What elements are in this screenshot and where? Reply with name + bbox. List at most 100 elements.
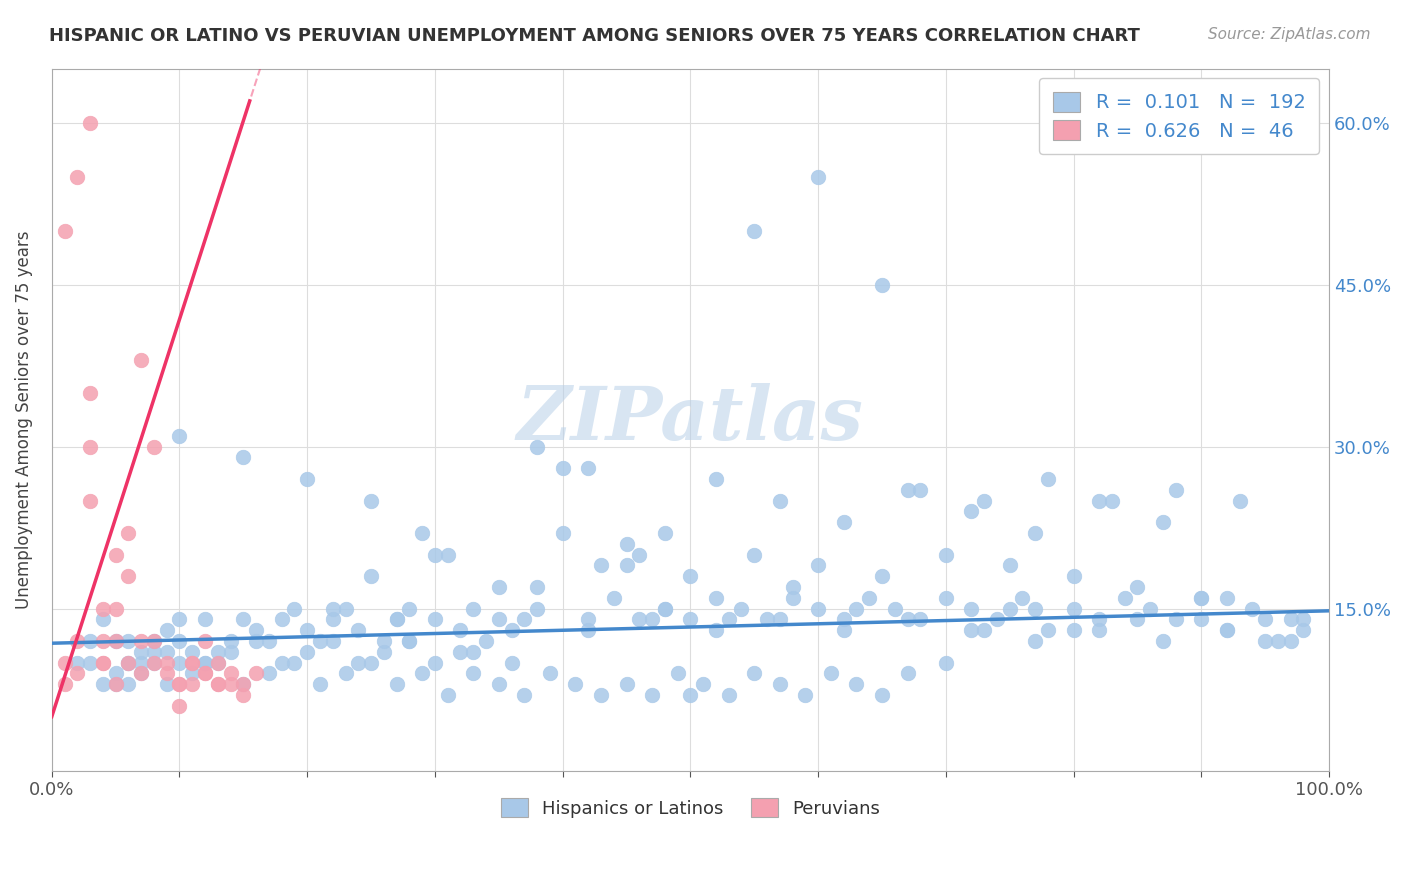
Point	[935, 656, 957, 670]
Point	[232, 612, 254, 626]
Point	[1216, 624, 1239, 638]
Point	[245, 666, 267, 681]
Point	[717, 688, 740, 702]
Point	[692, 677, 714, 691]
Point	[398, 601, 420, 615]
Point	[398, 634, 420, 648]
Point	[973, 624, 995, 638]
Point	[423, 656, 446, 670]
Point	[53, 677, 76, 691]
Point	[156, 656, 179, 670]
Point	[194, 656, 217, 670]
Point	[1011, 591, 1033, 605]
Point	[411, 526, 433, 541]
Point	[207, 677, 229, 691]
Point	[1292, 624, 1315, 638]
Point	[219, 645, 242, 659]
Point	[232, 677, 254, 691]
Point	[501, 656, 523, 670]
Point	[717, 612, 740, 626]
Point	[589, 558, 612, 573]
Point	[335, 601, 357, 615]
Point	[142, 634, 165, 648]
Point	[679, 569, 702, 583]
Point	[488, 677, 510, 691]
Point	[845, 601, 868, 615]
Point	[986, 612, 1008, 626]
Point	[628, 612, 651, 626]
Point	[398, 634, 420, 648]
Point	[129, 645, 152, 659]
Point	[169, 634, 191, 648]
Point	[169, 612, 191, 626]
Point	[385, 612, 408, 626]
Point	[257, 634, 280, 648]
Point	[1088, 612, 1111, 626]
Point	[360, 569, 382, 583]
Point	[207, 677, 229, 691]
Point	[1024, 526, 1046, 541]
Point	[91, 656, 114, 670]
Point	[832, 624, 855, 638]
Point	[832, 515, 855, 529]
Point	[603, 591, 626, 605]
Point	[935, 591, 957, 605]
Point	[104, 666, 127, 681]
Point	[769, 493, 792, 508]
Point	[1024, 601, 1046, 615]
Point	[194, 656, 217, 670]
Point	[181, 645, 204, 659]
Point	[219, 634, 242, 648]
Text: HISPANIC OR LATINO VS PERUVIAN UNEMPLOYMENT AMONG SENIORS OVER 75 YEARS CORRELAT: HISPANIC OR LATINO VS PERUVIAN UNEMPLOYM…	[49, 27, 1140, 45]
Point	[181, 656, 204, 670]
Point	[309, 677, 332, 691]
Point	[1229, 493, 1251, 508]
Point	[232, 688, 254, 702]
Point	[769, 612, 792, 626]
Point	[1216, 624, 1239, 638]
Point	[104, 634, 127, 648]
Point	[322, 612, 344, 626]
Text: Source: ZipAtlas.com: Source: ZipAtlas.com	[1208, 27, 1371, 42]
Point	[589, 688, 612, 702]
Point	[194, 634, 217, 648]
Point	[654, 526, 676, 541]
Point	[181, 666, 204, 681]
Point	[156, 645, 179, 659]
Point	[219, 666, 242, 681]
Point	[91, 612, 114, 626]
Point	[576, 612, 599, 626]
Point	[104, 634, 127, 648]
Point	[1241, 601, 1264, 615]
Point	[704, 472, 727, 486]
Point	[53, 223, 76, 237]
Point	[1139, 601, 1161, 615]
Point	[1036, 624, 1059, 638]
Point	[1024, 634, 1046, 648]
Point	[181, 677, 204, 691]
Point	[79, 440, 101, 454]
Point	[194, 612, 217, 626]
Point	[513, 612, 536, 626]
Point	[91, 656, 114, 670]
Point	[117, 634, 139, 648]
Point	[679, 688, 702, 702]
Point	[129, 353, 152, 368]
Point	[450, 645, 472, 659]
Point	[335, 666, 357, 681]
Text: ZIPatlas: ZIPatlas	[517, 384, 863, 456]
Point	[973, 493, 995, 508]
Point	[436, 688, 458, 702]
Point	[117, 569, 139, 583]
Point	[91, 677, 114, 691]
Point	[1088, 493, 1111, 508]
Point	[156, 677, 179, 691]
Point	[117, 656, 139, 670]
Point	[807, 601, 830, 615]
Point	[463, 601, 485, 615]
Point	[501, 624, 523, 638]
Point	[769, 677, 792, 691]
Point	[219, 677, 242, 691]
Point	[641, 612, 664, 626]
Point	[450, 624, 472, 638]
